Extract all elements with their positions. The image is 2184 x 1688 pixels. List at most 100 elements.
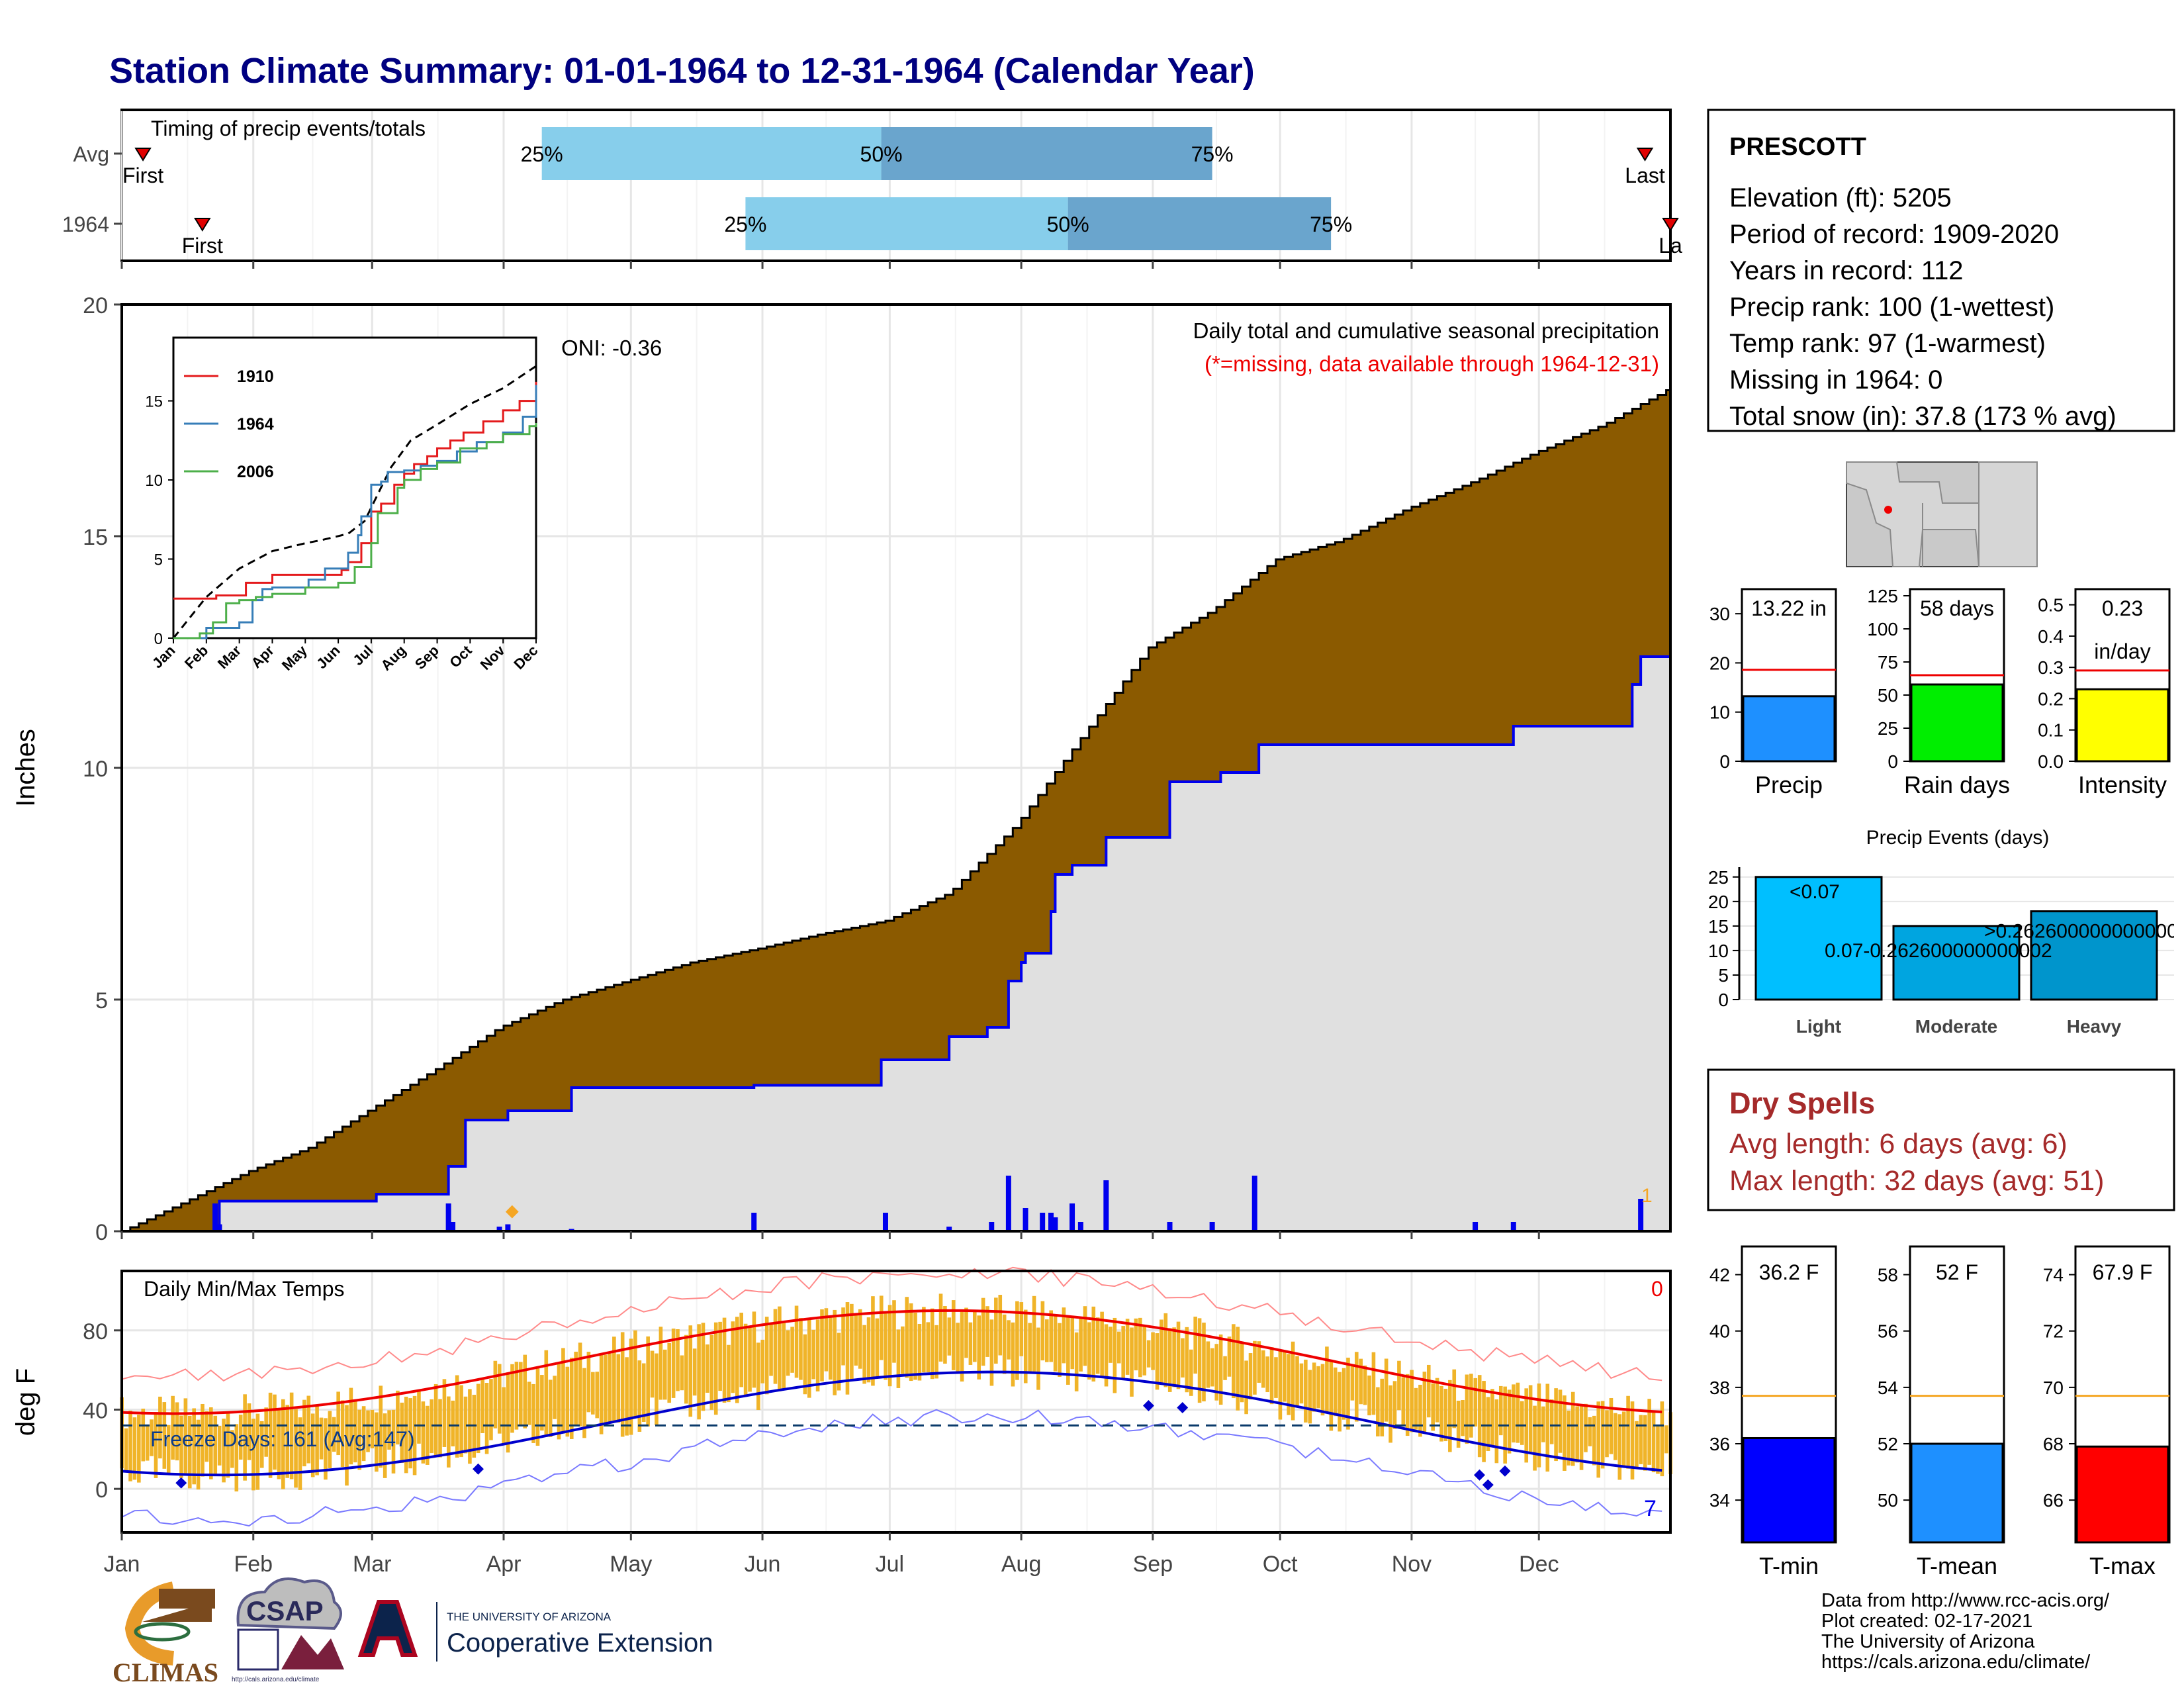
events-bar [1754,876,1883,1001]
daily-temp-bar [447,1396,451,1468]
daily-temp-bar [582,1368,586,1438]
daily-temp-bar [234,1424,239,1492]
daily-temp-bar [845,1302,850,1395]
daily-temp-bar [1584,1403,1588,1452]
timing-last-label: La [1659,234,1682,258]
record-low-marker [1177,1401,1189,1413]
daily-temp-bar [1533,1405,1537,1471]
daily-temp-bar [1512,1384,1516,1443]
daily-temp-bar [718,1321,722,1391]
month-label: Mar [353,1552,392,1577]
daily-temp-bar [209,1407,213,1479]
daily-temp-bar [1541,1406,1545,1442]
daily-temp-bar [340,1400,345,1468]
daily-temp-bar [1494,1399,1499,1464]
daily-temp-bar [1626,1395,1630,1469]
daily-temp-bar [786,1330,790,1376]
record-low-marker [1142,1399,1154,1411]
daily-temp-bar [493,1360,498,1429]
daily-precip-bar [1069,1203,1075,1231]
events-category-label: Light [1796,1016,1841,1037]
dry-spells-title: Dry Spells [1729,1086,1875,1120]
timing-last-label: Last [1625,164,1665,187]
timing-panel: 25% 50% 75% First Last Avg 25% 50% 75% First La 196… [62,109,1682,262]
daily-temp-bar [782,1321,786,1390]
month-label: Jan [104,1552,140,1577]
daily-temp-bar [858,1309,862,1369]
daily-temp-bar [1100,1311,1104,1378]
station-info-line: Total snow (in): 37.8 (173 % avg) [1729,402,2116,431]
daily-temp-bar [1015,1301,1019,1380]
daily-precip-bar [751,1213,757,1231]
daily-temp-bar [1660,1401,1664,1477]
dry-avg-length: Avg length: 6 days (avg: 6) [1729,1128,2068,1160]
daily-temp-bar [544,1350,549,1437]
daily-temp-bar [255,1413,260,1490]
daily-temp-bar [459,1385,463,1458]
daily-temp-bar [713,1322,718,1415]
daily-temp-bar [150,1419,154,1456]
daily-temp-bar [909,1303,913,1382]
daily-temp-bar [1545,1383,1550,1472]
precip-y-tick-label: 10 [83,757,108,782]
daily-temp-bar [1388,1385,1392,1443]
daily-temp-bar [620,1332,625,1437]
daily-temp-bar [1210,1348,1214,1387]
daily-temp-bar [1600,1401,1605,1469]
daily-temp-bar [1371,1352,1376,1415]
daily-temp-bar [201,1403,205,1477]
daily-temp-bar [1316,1366,1320,1409]
daily-temp-bar [408,1398,412,1469]
page-title: Station Climate Summary: 01-01-1964 to 1… [109,51,1255,91]
daily-temp-bar [1079,1317,1083,1372]
daily-temp-bar [565,1366,570,1437]
daily-precip-bar [1251,1176,1257,1231]
daily-temp-bar [433,1383,438,1456]
daily-temp-bar [1087,1322,1091,1380]
daily-temp-bar [243,1394,247,1481]
daily-temp-bar [1028,1323,1032,1373]
daily-temp-bar [930,1308,934,1380]
daily-temp-bar [1575,1406,1579,1463]
daily-temp-bar [553,1376,557,1419]
daily-temp-bar [523,1354,527,1429]
daily-temp-bar [1227,1336,1232,1377]
daily-precip-bar [450,1222,456,1231]
daily-precip-bar [445,1203,451,1231]
mini-chart-bar [2075,1445,2169,1544]
daily-temp-bar [1630,1401,1635,1480]
daily-temp-bar [1155,1333,1160,1390]
timing-bar-q50-q75 [1068,197,1332,250]
mini-chart-label: T-min [1759,1552,1819,1579]
daily-temp-bar [1113,1317,1117,1393]
daily-temp-bar [947,1317,952,1356]
daily-temp-bar [1265,1356,1269,1393]
daily-temp-bar [222,1419,226,1483]
temp-bottom-count: 7 [1644,1496,1657,1521]
daily-temp-bar [1350,1364,1355,1401]
record-min-line [121,1409,1662,1527]
daily-temp-bar [896,1329,901,1388]
station-location-dot [1884,506,1892,514]
daily-temp-bar [1002,1314,1007,1374]
daily-temp-bar [273,1394,277,1470]
mini-chart-rain-days: 0 25 50 75 100 125 58 days Rain days [1867,586,2010,798]
inset-series-line [173,381,537,600]
climas-logo: CLIMAS [113,1581,218,1687]
daily-precip-bar [1005,1176,1011,1231]
footer-line: Data from http://www.rcc-acis.org/ [1821,1590,2110,1611]
daily-temp-bar [145,1425,150,1461]
daily-temp-bar [701,1323,705,1411]
daily-temp-bar [412,1395,417,1476]
daily-precip-bar [1167,1222,1173,1231]
daily-temp-bar [820,1309,824,1382]
daily-temp-bar [1405,1374,1410,1436]
daily-temp-bar [476,1383,480,1454]
daily-temp-bar [328,1411,332,1468]
daily-precip-bar [1209,1222,1215,1231]
daily-temp-bar [616,1354,621,1423]
ua-logo: THE UNIVERSITY OF ARIZONA Cooperative Ex… [357,1600,713,1662]
daily-temp-bar [1435,1378,1439,1423]
daily-temp-bar [743,1323,748,1396]
